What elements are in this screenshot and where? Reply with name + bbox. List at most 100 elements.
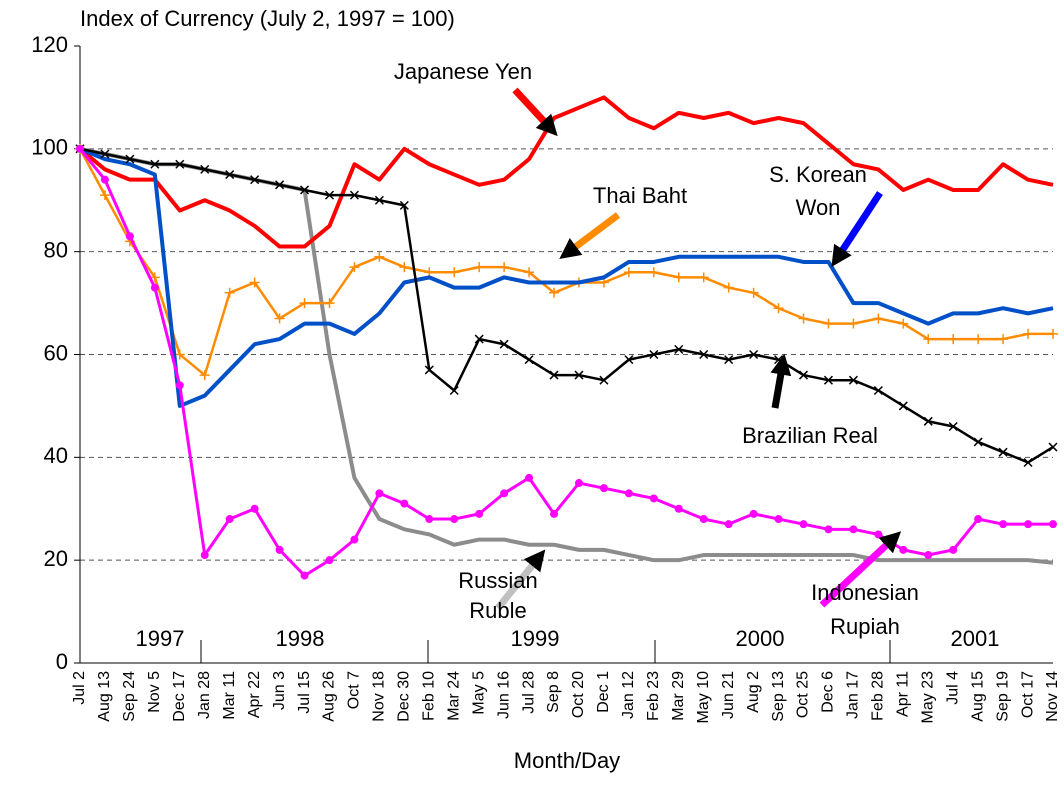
- point: [749, 509, 758, 518]
- point: [899, 545, 908, 554]
- point: [649, 349, 659, 360]
- x-tick-label: Nov 14: [1044, 671, 1061, 722]
- point: [549, 370, 559, 380]
- point: [749, 349, 759, 360]
- point: [674, 344, 684, 354]
- point: [125, 232, 134, 241]
- y-tick-label: 120: [31, 32, 68, 57]
- point: [76, 144, 84, 153]
- annotation: Russian: [458, 568, 537, 593]
- x-tick-label: Jul 15: [296, 671, 313, 714]
- point: [350, 535, 359, 544]
- point: [973, 334, 984, 345]
- annotation: Ruble: [469, 598, 526, 623]
- point: [300, 571, 309, 580]
- point: [450, 515, 459, 524]
- point: [474, 334, 484, 344]
- point: [500, 489, 509, 498]
- point: [1024, 520, 1033, 529]
- x-tick-label: Nov 5: [146, 671, 163, 713]
- point: [275, 180, 285, 190]
- point: [898, 401, 908, 411]
- x-tick-label: Jul 4: [944, 671, 961, 705]
- point: [1023, 328, 1034, 339]
- series-line: [79, 146, 1054, 408]
- point: [824, 525, 833, 534]
- year-label: 1997: [136, 626, 185, 651]
- x-tick-label: Sep 19: [994, 671, 1011, 722]
- point: [525, 473, 534, 482]
- point: [1049, 520, 1057, 529]
- annotation: S. Korean: [769, 162, 867, 187]
- series-line: [79, 147, 1054, 464]
- x-tick-label: Aug 2: [745, 671, 762, 713]
- point: [874, 530, 883, 539]
- point: [849, 525, 858, 534]
- point: [623, 267, 634, 278]
- point: [923, 334, 934, 345]
- point: [374, 195, 384, 205]
- x-tick-label: May 5: [470, 671, 487, 715]
- series-line: [78, 95, 1054, 249]
- y-tick-label: 100: [31, 135, 68, 160]
- point: [250, 504, 259, 513]
- point: [724, 520, 733, 529]
- x-tick-label: Aug 15: [969, 671, 986, 722]
- x-axis-title: Month/Day: [514, 748, 620, 773]
- point: [599, 484, 608, 493]
- annotation-arrow: [831, 191, 883, 268]
- point: [673, 272, 684, 283]
- series-line: [78, 148, 1053, 377]
- x-tick-label: Nov 18: [371, 671, 388, 722]
- y-tick-label: 40: [44, 443, 68, 468]
- x-tick-label: Feb 23: [645, 671, 662, 721]
- point: [249, 277, 260, 288]
- chart-title: Index of Currency (July 2, 1997 = 100): [80, 6, 455, 31]
- point: [999, 520, 1008, 529]
- point: [99, 190, 110, 201]
- point: [574, 479, 583, 488]
- point: [200, 551, 209, 560]
- x-tick-label: Dec 30: [396, 671, 413, 722]
- x-tick-label: Sep 24: [121, 671, 138, 722]
- point: [225, 515, 234, 524]
- point: [973, 437, 983, 447]
- point: [798, 313, 809, 324]
- x-tick-label: Jan 17: [845, 671, 862, 719]
- annotation: Indonesian: [811, 580, 919, 605]
- point: [325, 556, 334, 565]
- point: [425, 515, 434, 524]
- year-label: 2000: [736, 626, 785, 651]
- point: [125, 154, 135, 164]
- point: [649, 494, 658, 503]
- x-tick-label: Mar 24: [445, 671, 462, 721]
- x-tick-label: Aug 26: [321, 671, 338, 722]
- point: [100, 175, 109, 184]
- point: [699, 349, 709, 360]
- x-tick-label: Dec 6: [820, 671, 837, 713]
- x-tick-label: Mar 29: [670, 671, 687, 721]
- point: [150, 283, 159, 292]
- point: [949, 545, 958, 554]
- point: [449, 385, 459, 396]
- annotation-arrow: [495, 549, 546, 611]
- point: [848, 375, 858, 385]
- point: [175, 159, 185, 169]
- x-tick-label: Oct 25: [795, 671, 812, 718]
- point: [199, 370, 210, 381]
- x-tick-label: Apr 22: [246, 671, 263, 718]
- x-tick-label: Sep 13: [770, 671, 787, 722]
- point: [250, 175, 260, 185]
- annotation-arrow: [559, 212, 621, 260]
- point: [549, 287, 560, 298]
- annotation-arrow: [819, 531, 902, 608]
- point: [274, 313, 285, 324]
- x-tick-label: May 23: [919, 671, 936, 724]
- point: [798, 370, 809, 380]
- point: [475, 509, 484, 518]
- point: [699, 515, 708, 524]
- point: [773, 303, 784, 314]
- point: [974, 515, 983, 524]
- point: [299, 298, 310, 309]
